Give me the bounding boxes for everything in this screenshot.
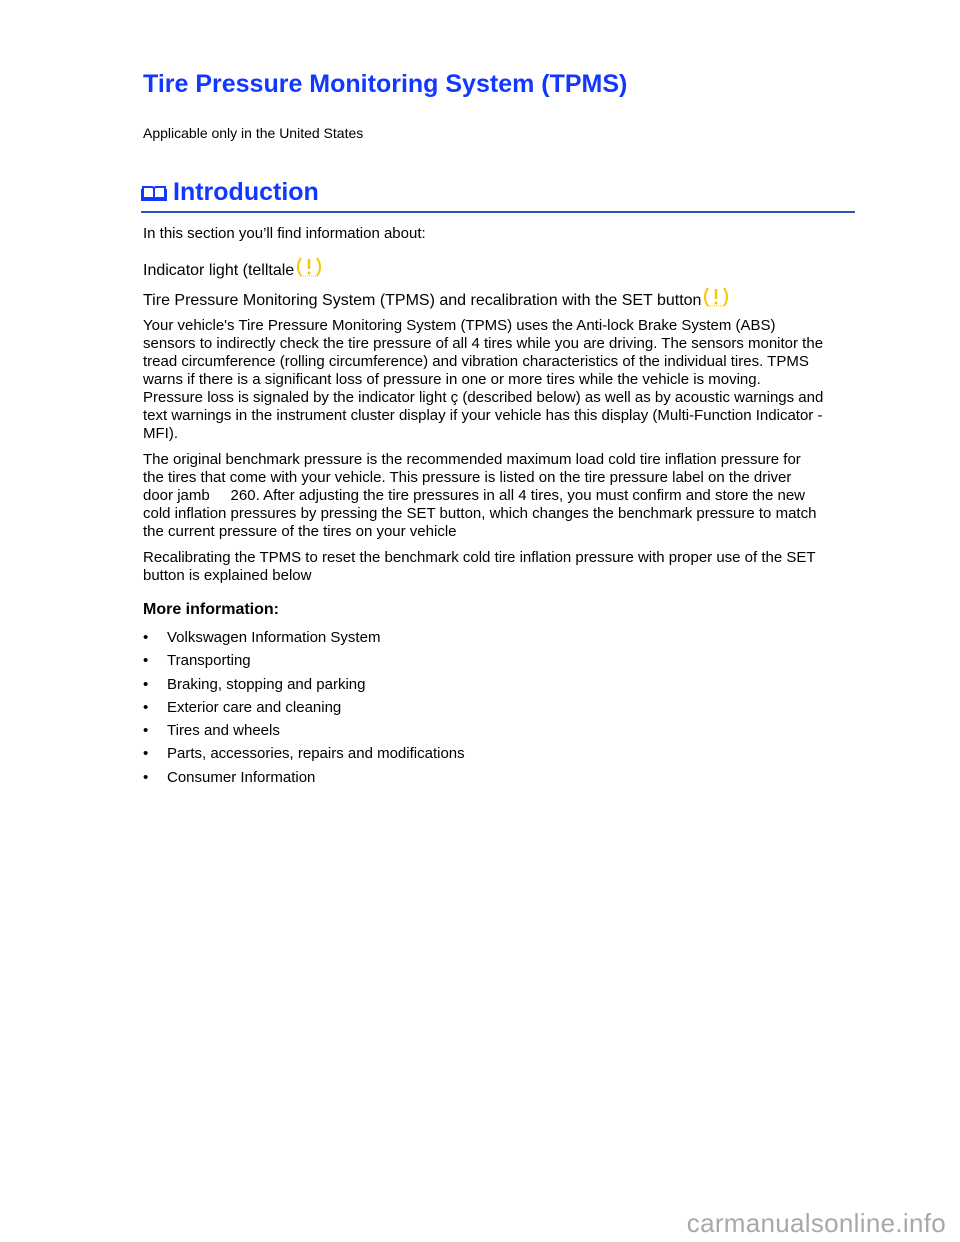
topic-link-tpms[interactable]: Tire Pressure Monitoring System (TPMS) a…	[143, 286, 730, 312]
page-title: Tire Pressure Monitoring System (TPMS)	[143, 70, 628, 98]
topic-text: Indicator light (telltale	[143, 262, 295, 279]
more-info-list: Volkswagen Information System Transporti…	[143, 629, 465, 792]
text-line: the current pressure of the tires on you…	[143, 523, 457, 540]
topic-link-indicator[interactable]: Indicator light (telltale	[143, 256, 323, 282]
text-line: Pressure loss is signaled by the indicat…	[143, 389, 824, 406]
subtitle: Applicable only in the United States	[143, 125, 364, 141]
text-line: sensors to indirectly check the tire pre…	[143, 335, 824, 352]
text-line: door jamb 260. After adjusting the tire …	[143, 487, 805, 504]
more-info-heading: More information:	[143, 601, 279, 618]
paragraph-tpms-overview: Your vehicle's Tire Pressure Monitoring …	[143, 317, 823, 443]
tire-pressure-warning-icon	[704, 287, 729, 307]
text-line: cold inflation pressures by pressing the…	[143, 505, 817, 522]
section-heading-text: Introduction	[173, 178, 319, 206]
paragraph-recalibrating: Recalibrating the TPMS to reset the benc…	[143, 549, 816, 585]
text-line: Recalibrating the TPMS to reset the benc…	[143, 549, 816, 566]
text-line: Your vehicle's Tire Pressure Monitoring …	[143, 317, 776, 334]
topic-text: Tire Pressure Monitoring System (TPMS) a…	[143, 292, 702, 309]
text-line: warns if there is a significant loss of …	[143, 371, 761, 388]
watermark: carmanualsonline.info	[686, 1208, 946, 1238]
text-line: button is explained below	[143, 567, 312, 584]
list-item[interactable]: Tires and wheels	[143, 722, 465, 745]
book-icon	[141, 186, 167, 201]
intro-lead: In this section you’ll find information …	[143, 225, 426, 242]
list-item[interactable]: Exterior care and cleaning	[143, 699, 465, 722]
text-line: MFI).	[143, 425, 178, 442]
list-item[interactable]: Volkswagen Information System	[143, 629, 465, 652]
text-line: The original benchmark pressure is the r…	[143, 451, 801, 468]
text-line: tread circumference (rolling circumferen…	[143, 353, 809, 370]
list-item[interactable]: Parts, accessories, repairs and modifica…	[143, 745, 465, 768]
list-item[interactable]: Consumer Information	[143, 769, 465, 792]
text-line: text warnings in the instrument cluster …	[143, 407, 823, 424]
tire-pressure-warning-icon	[297, 257, 322, 277]
text-line: the tires that come with your vehicle. T…	[143, 469, 792, 486]
list-item[interactable]: Transporting	[143, 652, 465, 675]
section-heading: Introduction	[141, 178, 855, 213]
paragraph-benchmark: The original benchmark pressure is the r…	[143, 451, 816, 541]
list-item[interactable]: Braking, stopping and parking	[143, 676, 465, 699]
